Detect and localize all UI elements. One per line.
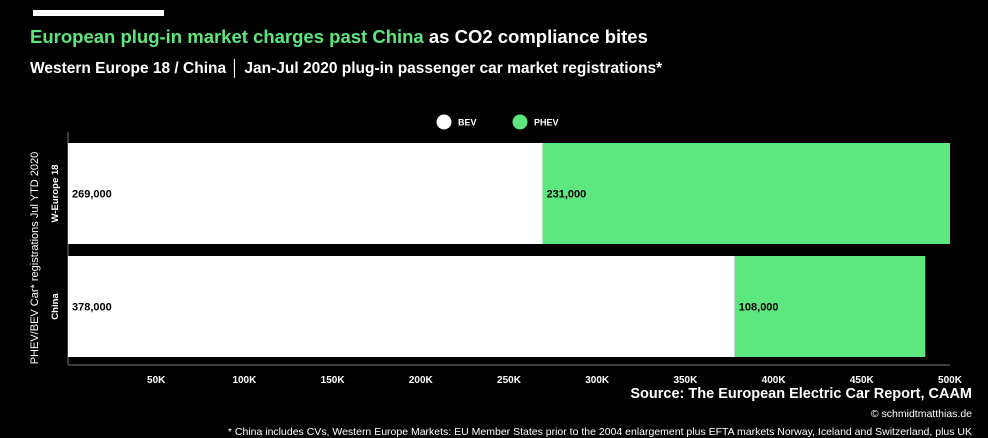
- x-tick-label: 450K: [850, 375, 875, 386]
- bar-phev: [542, 143, 950, 244]
- chart-title-highlight: European plug-in market charges past Chi…: [30, 26, 424, 47]
- bar-bev: [68, 256, 735, 357]
- chart-title-rest: as CO2 compliance bites: [423, 26, 648, 47]
- copyright-note: © schmidtmatthias.de: [870, 408, 972, 420]
- x-tick-label: 100K: [232, 375, 257, 386]
- legend-swatch-phev: [512, 114, 528, 130]
- category-label: China: [50, 293, 61, 320]
- y-axis-title: PHEV/BEV Car* registrations Jul YTD 2020: [29, 152, 41, 365]
- header-accent-bar: [33, 10, 164, 16]
- legend-label-phev: PHEV: [534, 118, 559, 128]
- x-tick-label: 350K: [673, 375, 698, 386]
- x-tick-label: 200K: [409, 375, 434, 386]
- data-label-phev: 231,000: [547, 189, 587, 201]
- legend-swatch-bev: [436, 114, 452, 130]
- source-note: Source: The European Electric Car Report…: [630, 386, 972, 402]
- x-tick-label: 500K: [938, 375, 963, 386]
- x-tick-label: 300K: [585, 375, 610, 386]
- x-tick-label: 400K: [762, 375, 787, 386]
- chart-subtitle: Western Europe 18 / China │ Jan-Jul 2020…: [30, 60, 663, 77]
- data-label-bev: 378,000: [72, 302, 112, 314]
- x-tick-label: 50K: [147, 375, 166, 386]
- bar-bev: [68, 143, 543, 244]
- x-tick-label: 150K: [321, 375, 346, 386]
- footnote: * China includes CVs, Western Europe Mar…: [227, 426, 972, 438]
- category-label: W-Europe 18: [50, 165, 61, 223]
- x-tick-label: 250K: [497, 375, 522, 386]
- bar-phev: [734, 256, 926, 357]
- data-label-phev: 108,000: [739, 302, 779, 314]
- chart-title: European plug-in market charges past Chi…: [30, 26, 648, 48]
- legend-label-bev: BEV: [458, 118, 477, 128]
- data-label-bev: 269,000: [72, 189, 112, 201]
